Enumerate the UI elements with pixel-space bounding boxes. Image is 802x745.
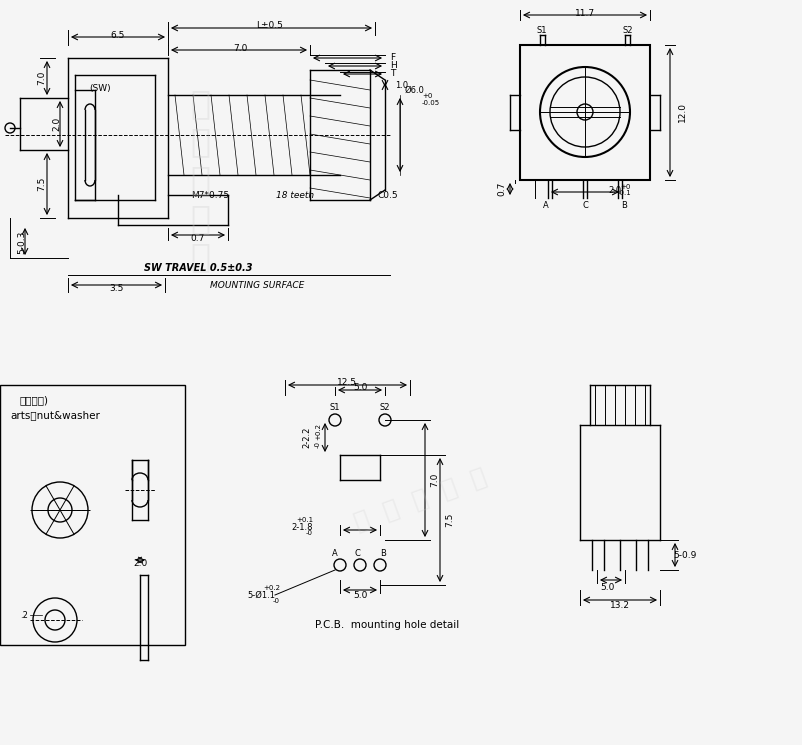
- Text: S2: S2: [379, 402, 390, 411]
- Text: 5-0.9: 5-0.9: [672, 551, 696, 559]
- Text: 6.5: 6.5: [111, 31, 125, 39]
- Text: 7.0: 7.0: [38, 71, 47, 85]
- Text: 5-Ø1.1: 5-Ø1.1: [247, 591, 274, 600]
- Bar: [0, 385, 184, 645]
- Text: -0.1: -0.1: [618, 190, 631, 196]
- Text: 7.5: 7.5: [445, 513, 454, 527]
- Text: S2: S2: [622, 25, 633, 34]
- Text: C0.5: C0.5: [377, 191, 398, 200]
- Text: B: B: [620, 200, 626, 209]
- Text: B: B: [379, 548, 386, 557]
- Text: 5.0: 5.0: [599, 583, 614, 592]
- Text: 2.0: 2.0: [52, 117, 62, 131]
- Text: C: C: [354, 548, 359, 557]
- Text: SW TRAVEL 0.5±0.3: SW TRAVEL 0.5±0.3: [144, 263, 252, 273]
- Text: 12.5: 12.5: [337, 378, 357, 387]
- Text: -0.05: -0.05: [422, 100, 439, 106]
- Text: A: A: [332, 548, 338, 557]
- Text: 博
创
微
电
子: 博 创 微 电 子: [190, 87, 210, 273]
- Text: 18 teeth: 18 teeth: [276, 191, 314, 200]
- Text: 7.0: 7.0: [233, 43, 247, 52]
- Text: S1: S1: [330, 402, 340, 411]
- Text: M7*0.75: M7*0.75: [191, 191, 229, 200]
- Text: -0: -0: [314, 440, 321, 448]
- Text: 11.7: 11.7: [574, 8, 594, 17]
- Text: arts：nut&washer: arts：nut&washer: [10, 410, 99, 420]
- Text: 12.0: 12.0: [677, 102, 686, 122]
- Text: S1: S1: [536, 25, 547, 34]
- Text: +0.2: +0.2: [314, 422, 321, 440]
- Text: +0.1: +0.1: [295, 517, 313, 523]
- Text: -0: -0: [273, 598, 280, 604]
- Text: 0.7: 0.7: [497, 182, 506, 196]
- Text: L±0.5: L±0.5: [257, 21, 283, 30]
- Text: Ø6.0: Ø6.0: [404, 86, 424, 95]
- Text: 2.0: 2.0: [608, 186, 621, 194]
- Text: H: H: [390, 60, 396, 69]
- Text: 2-1.8: 2-1.8: [291, 522, 313, 531]
- Text: (SW): (SW): [89, 83, 111, 92]
- Text: 5.0: 5.0: [352, 382, 367, 392]
- Text: .2: .2: [20, 610, 28, 620]
- Text: T: T: [390, 69, 395, 77]
- Text: +0.2: +0.2: [263, 585, 280, 591]
- Text: 5.0: 5.0: [352, 591, 367, 600]
- Text: F: F: [390, 52, 395, 62]
- Text: C: C: [581, 200, 587, 209]
- Text: 2.0: 2.0: [132, 559, 147, 568]
- Text: A: A: [542, 200, 549, 209]
- Text: 口可选件): 口可选件): [20, 395, 49, 405]
- Text: 13.2: 13.2: [610, 600, 630, 609]
- Text: 3.5: 3.5: [109, 284, 123, 293]
- Text: -0: -0: [306, 530, 313, 536]
- Text: 1.0: 1.0: [395, 80, 407, 89]
- Text: +0: +0: [422, 93, 431, 99]
- Text: 7.0: 7.0: [430, 473, 439, 487]
- Text: 5-0.3: 5-0.3: [18, 230, 26, 254]
- Text: +0: +0: [619, 184, 630, 190]
- Text: MOUNTING SURFACE: MOUNTING SURFACE: [210, 281, 304, 290]
- Text: P.C.B.  mounting hole detail: P.C.B. mounting hole detail: [314, 620, 459, 630]
- Bar: [520, 45, 649, 180]
- Text: 7.5: 7.5: [38, 177, 47, 191]
- Text: 0.7: 0.7: [191, 233, 205, 243]
- Text: 2-2.2: 2-2.2: [302, 426, 311, 448]
- Text: 博  创  微  电  子: 博 创 微 电 子: [350, 465, 488, 535]
